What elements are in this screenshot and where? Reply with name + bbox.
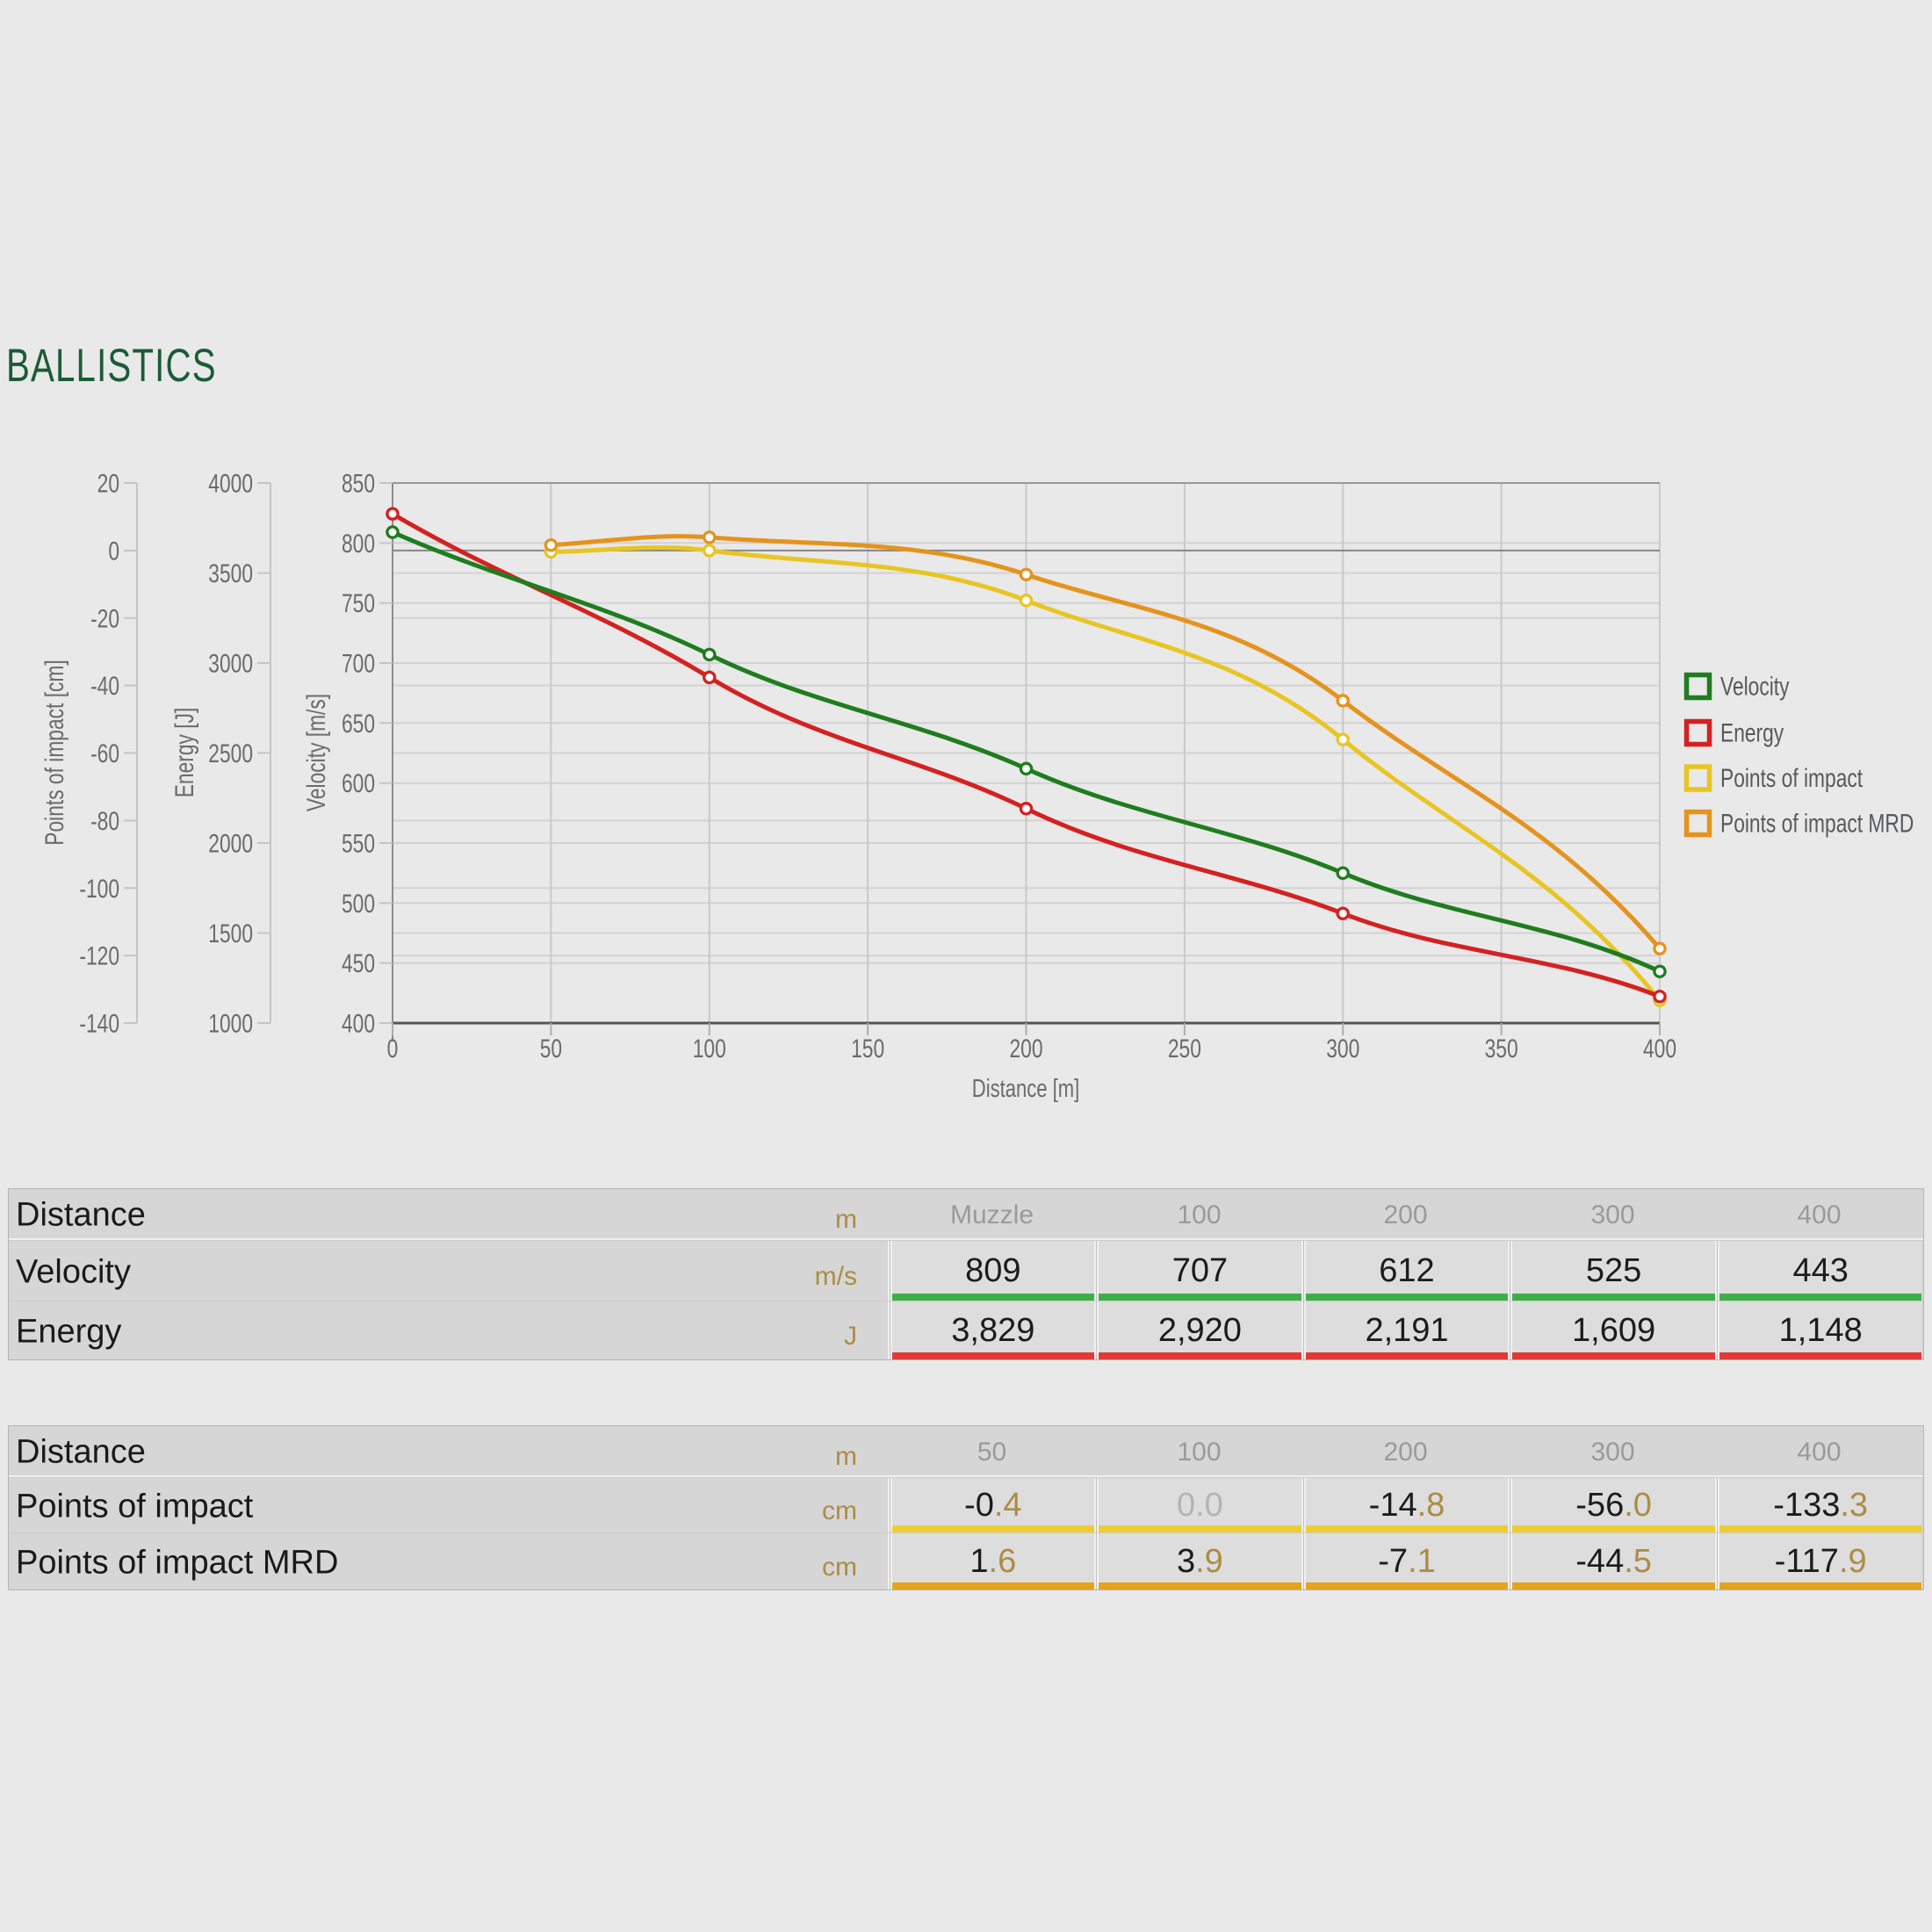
svg-text:Velocity: Velocity xyxy=(1720,671,1790,701)
svg-text:2000: 2000 xyxy=(208,828,253,858)
svg-text:-140: -140 xyxy=(79,1008,119,1038)
svg-text:500: 500 xyxy=(342,889,375,919)
svg-text:400: 400 xyxy=(1643,1034,1676,1063)
svg-text:800: 800 xyxy=(342,529,375,559)
svg-text:400: 400 xyxy=(342,1008,375,1038)
svg-text:600: 600 xyxy=(342,768,375,798)
svg-text:-100: -100 xyxy=(79,874,119,904)
svg-text:250: 250 xyxy=(1168,1034,1201,1063)
svg-text:550: 550 xyxy=(342,828,375,858)
svg-text:-40: -40 xyxy=(90,671,119,701)
svg-text:Velocity [m/s]: Velocity [m/s] xyxy=(301,694,331,811)
svg-text:0: 0 xyxy=(387,1034,399,1063)
svg-text:350: 350 xyxy=(1485,1034,1518,1063)
svg-text:1500: 1500 xyxy=(208,919,253,948)
svg-text:20: 20 xyxy=(97,468,119,498)
svg-text:Points of impact MRD: Points of impact MRD xyxy=(1720,808,1914,838)
svg-text:3000: 3000 xyxy=(208,648,253,678)
svg-text:1000: 1000 xyxy=(208,1008,253,1038)
svg-text:Energy [J]: Energy [J] xyxy=(169,708,199,798)
svg-text:-20: -20 xyxy=(90,603,119,633)
svg-text:700: 700 xyxy=(342,648,375,678)
svg-text:Points of impact [cm]: Points of impact [cm] xyxy=(40,660,69,845)
svg-text:-120: -120 xyxy=(79,941,119,971)
svg-text:100: 100 xyxy=(693,1034,726,1063)
svg-text:3500: 3500 xyxy=(208,559,253,588)
svg-text:750: 750 xyxy=(342,588,375,618)
svg-text:0: 0 xyxy=(108,536,119,566)
svg-text:-80: -80 xyxy=(90,806,119,836)
svg-text:2500: 2500 xyxy=(208,739,253,768)
svg-text:4000: 4000 xyxy=(208,468,253,498)
svg-text:850: 850 xyxy=(342,468,375,498)
svg-text:300: 300 xyxy=(1326,1034,1359,1063)
svg-text:650: 650 xyxy=(342,709,375,739)
svg-text:Distance [m]: Distance [m] xyxy=(972,1075,1079,1103)
svg-text:150: 150 xyxy=(851,1034,884,1063)
svg-text:50: 50 xyxy=(540,1034,562,1063)
svg-text:Points of impact: Points of impact xyxy=(1720,763,1864,793)
svg-text:450: 450 xyxy=(342,948,375,978)
svg-text:200: 200 xyxy=(1009,1034,1042,1063)
svg-text:Energy: Energy xyxy=(1720,717,1784,747)
svg-text:-60: -60 xyxy=(90,739,119,768)
